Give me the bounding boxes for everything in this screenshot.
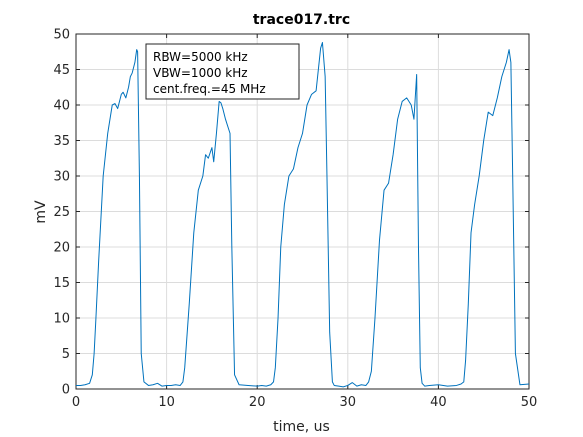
- x-tick-label: 10: [158, 395, 175, 410]
- x-axis-label: time, us: [273, 419, 330, 435]
- axis-ticks: 0 10 20 30 40 50 0 5 10 15 20 25 30 35 40 45 50: [53, 28, 537, 411]
- y-tick-label: 40: [53, 99, 70, 114]
- x-tick-label: 0: [72, 395, 80, 410]
- x-tick-label: 40: [430, 395, 447, 410]
- x-tick-label: 50: [521, 395, 538, 410]
- y-tick-label: 5: [62, 347, 70, 362]
- y-tick-label: 15: [53, 276, 70, 291]
- y-axis-label: mV: [33, 200, 49, 224]
- series-line-0: [76, 42, 530, 388]
- annotation-line-center-freq: cent.freq.=45 MHz: [153, 82, 266, 96]
- y-tick-label: 20: [53, 241, 70, 256]
- y-tick-label: 25: [53, 205, 70, 220]
- y-tick-label: 45: [53, 63, 70, 78]
- y-tick-label: 50: [53, 28, 70, 43]
- grid: [76, 34, 529, 389]
- series-layer: [76, 42, 530, 388]
- y-tick-label: 10: [53, 312, 70, 327]
- annotation-line-rbw: RBW=5000 kHz: [153, 50, 248, 64]
- chart-title: trace017.trc: [253, 12, 350, 28]
- annotation-box: RBW=5000 kHz VBW=1000 kHz cent.freq.=45 …: [145, 43, 300, 100]
- x-tick-label: 30: [340, 395, 357, 410]
- x-tick-label: 20: [249, 395, 266, 410]
- y-tick-label: 30: [53, 170, 70, 185]
- y-tick-label: 0: [62, 383, 70, 398]
- y-tick-label: 35: [53, 134, 70, 149]
- annotation-line-vbw: VBW=1000 kHz: [153, 66, 248, 80]
